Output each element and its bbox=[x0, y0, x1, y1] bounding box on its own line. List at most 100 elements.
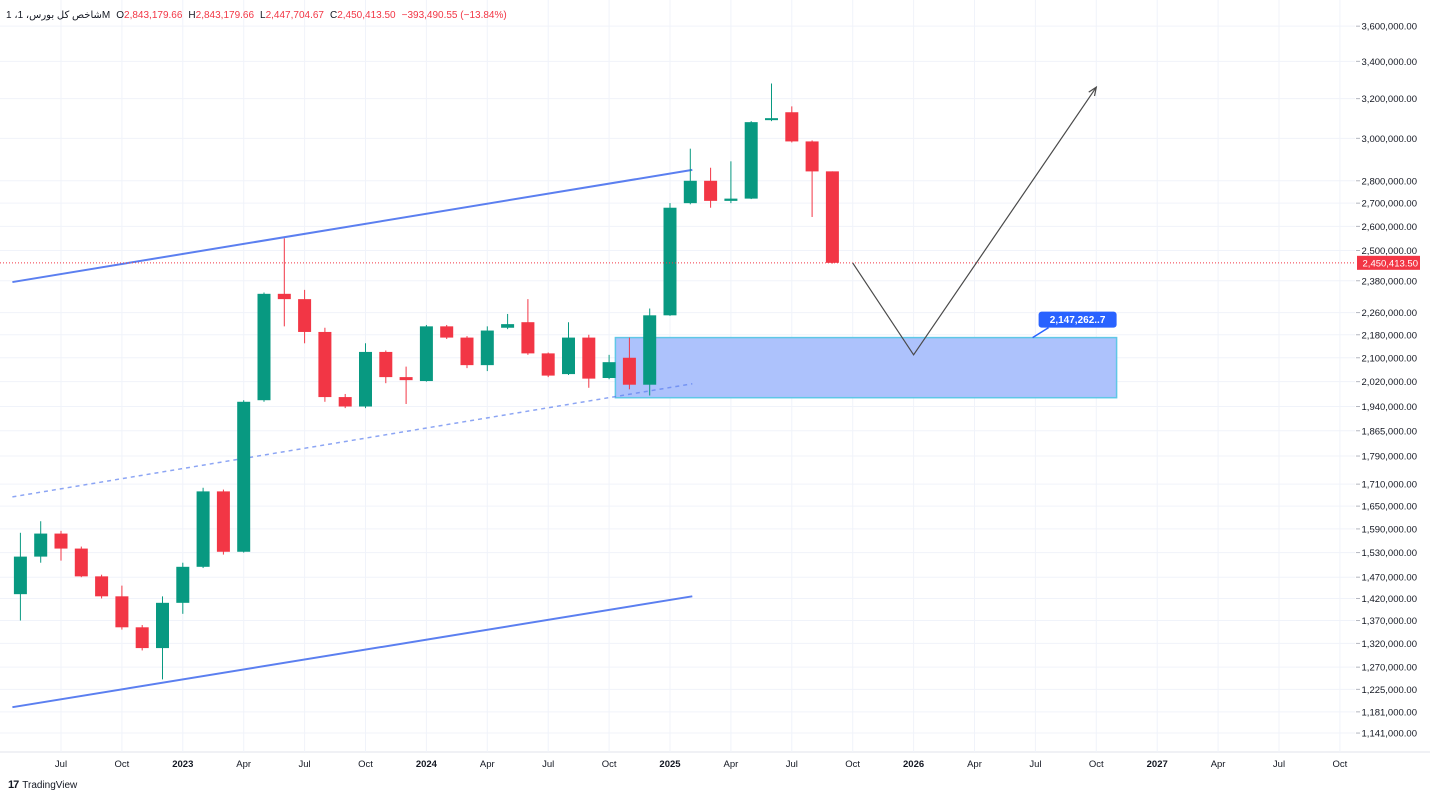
y-tick-label: 2,260,000.00 bbox=[1362, 308, 1417, 319]
open-label: O bbox=[116, 10, 125, 21]
y-tick-label: 1,650,000.00 bbox=[1362, 502, 1417, 513]
y-tick-label: 3,600,000.00 bbox=[1362, 22, 1417, 33]
high-label: H bbox=[188, 10, 196, 21]
x-tick-label: Apr bbox=[236, 759, 251, 770]
y-tick-label: 2,800,000.00 bbox=[1362, 176, 1417, 187]
candle-body bbox=[237, 401, 251, 552]
tradingview-logo[interactable]: 17 TradingView bbox=[8, 779, 77, 791]
y-tick-label: 1,370,000.00 bbox=[1362, 616, 1417, 627]
candle-body bbox=[156, 602, 169, 649]
x-tick-label: 2026 bbox=[903, 759, 924, 770]
zone-label-text: 2,147,262..7 bbox=[1050, 315, 1106, 326]
y-tick-label: 2,100,000.00 bbox=[1362, 353, 1417, 364]
candle-body bbox=[277, 293, 291, 300]
channel-upper-line bbox=[12, 168, 693, 284]
candle-body bbox=[318, 331, 332, 398]
zone-label-box bbox=[1038, 311, 1117, 328]
x-tick-label: Apr bbox=[967, 759, 982, 770]
candle-body bbox=[602, 362, 616, 379]
y-tick-label: 1,530,000.00 bbox=[1362, 548, 1417, 559]
candle-body bbox=[501, 324, 515, 328]
y-tick-label: 3,000,000.00 bbox=[1362, 134, 1417, 145]
tradingview-logo-text: TradingView bbox=[22, 779, 78, 791]
x-tick-label: 2025 bbox=[659, 759, 681, 770]
y-tick-label: 1,710,000.00 bbox=[1362, 480, 1417, 491]
y-tick-label: 1,141,000.00 bbox=[1362, 729, 1417, 740]
x-tick-label: Oct bbox=[1089, 759, 1104, 770]
y-tick-label: 1,270,000.00 bbox=[1362, 663, 1417, 674]
high-value: 2,843,179.66 bbox=[195, 10, 255, 21]
candles-layer bbox=[13, 83, 839, 680]
x-tick-label: 2027 bbox=[1147, 759, 1168, 770]
candle-body bbox=[521, 322, 535, 354]
channel-middle-line bbox=[12, 383, 693, 498]
x-tick-label: Oct bbox=[602, 759, 617, 770]
x-tick-label: 2024 bbox=[416, 759, 438, 770]
drawings-overlay: 2,147,262..7 bbox=[0, 85, 1355, 356]
y-tick-label: 1,940,000.00 bbox=[1362, 402, 1417, 413]
y-tick-label: 1,590,000.00 bbox=[1362, 524, 1417, 535]
y-tick-label: 2,700,000.00 bbox=[1362, 199, 1417, 210]
close-label: C bbox=[329, 10, 338, 21]
y-tick-label: 3,200,000.00 bbox=[1362, 94, 1417, 105]
candle-body bbox=[379, 351, 393, 378]
y-tick-label: 2,600,000.00 bbox=[1362, 222, 1417, 233]
chart-legend: 1 ،شاخص کل بورس، 1M O2,843,179.66 H2,843,1… bbox=[6, 10, 513, 21]
x-tick-label: Apr bbox=[1211, 759, 1226, 770]
candle-body bbox=[399, 377, 413, 381]
candle-body bbox=[785, 112, 799, 142]
channel-lower-line bbox=[12, 595, 693, 709]
low-label: L bbox=[260, 10, 266, 21]
change-value: −393,490.55 (−13.84%) bbox=[401, 10, 507, 21]
candle-body bbox=[683, 180, 697, 204]
candle-body bbox=[480, 330, 494, 366]
x-tick-label: Jul bbox=[1273, 759, 1285, 770]
time-axis[interactable]: Jul Oct 2023 Apr Jul Oct 2024 Apr Jul Oct 2025 Apr J… bbox=[55, 759, 1348, 770]
price-axis[interactable]: 3,600,000.00 3,400,000.00 3,200,000.00 3,00… bbox=[1356, 22, 1420, 740]
candle-body bbox=[562, 337, 575, 375]
y-tick-label: 2,500,000.00 bbox=[1362, 246, 1417, 257]
candle-body bbox=[744, 122, 758, 199]
y-tick-label: 2,380,000.00 bbox=[1362, 276, 1417, 287]
price-axis-background bbox=[1356, 0, 1430, 800]
y-tick-label: 1,320,000.00 bbox=[1362, 639, 1417, 650]
candle-body bbox=[704, 180, 718, 201]
x-tick-label: Jul bbox=[786, 759, 798, 770]
x-tick-label: Oct bbox=[845, 759, 860, 770]
y-tick-label: 1,181,000.00 bbox=[1362, 707, 1417, 718]
x-tick-label: Oct bbox=[115, 759, 130, 770]
low-value: 2,447,704.67 bbox=[265, 10, 324, 21]
candle-body bbox=[115, 596, 129, 628]
x-tick-label: Oct bbox=[1333, 759, 1348, 770]
candle-body bbox=[582, 337, 596, 379]
symbol-name[interactable]: 1 ،شاخص کل بورس، 1M bbox=[6, 10, 111, 21]
candle-body bbox=[74, 548, 88, 577]
y-tick-label: 1,865,000.00 bbox=[1362, 426, 1417, 437]
x-tick-label: Apr bbox=[724, 759, 739, 770]
candle-body bbox=[440, 326, 454, 338]
last-price-label-box bbox=[1357, 255, 1420, 270]
open-value: 2,843,179.66 bbox=[124, 10, 183, 21]
demand-zone-rectangle bbox=[614, 336, 1118, 399]
y-tick-label: 1,420,000.00 bbox=[1362, 594, 1417, 605]
candle-body bbox=[176, 566, 190, 603]
candle-body bbox=[663, 207, 677, 316]
y-tick-label: 1,470,000.00 bbox=[1362, 573, 1417, 584]
drawings-layer bbox=[12, 168, 1118, 709]
x-tick-label: 2023 bbox=[172, 759, 193, 770]
candle-body bbox=[825, 171, 839, 263]
candle-body bbox=[135, 627, 149, 649]
projection-path bbox=[852, 86, 1097, 356]
candle-body bbox=[643, 315, 657, 385]
y-tick-label: 2,180,000.00 bbox=[1362, 330, 1417, 341]
candle-body bbox=[460, 337, 474, 366]
candle-body bbox=[805, 141, 819, 172]
y-tick-label: 1,225,000.00 bbox=[1362, 685, 1417, 696]
x-tick-label: Jul bbox=[299, 759, 311, 770]
x-tick-label: Jul bbox=[542, 759, 554, 770]
x-tick-label: Oct bbox=[358, 759, 373, 770]
y-tick-label: 1,790,000.00 bbox=[1362, 452, 1417, 463]
candle-body bbox=[359, 351, 372, 407]
